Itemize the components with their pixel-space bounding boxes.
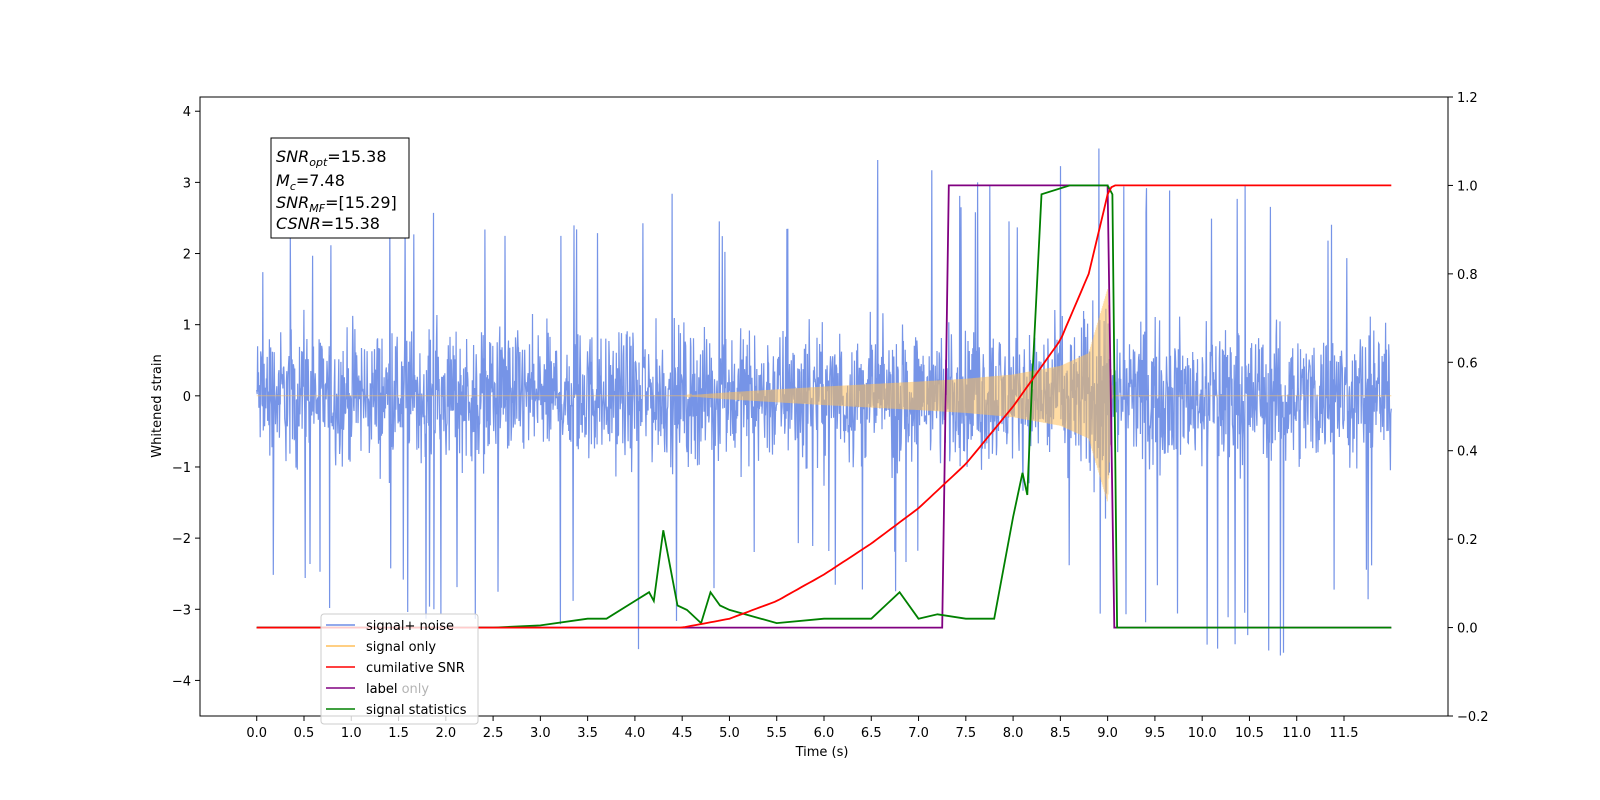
x-tick-label: 6.5 <box>861 726 882 741</box>
x-tick-label: 7.0 <box>908 726 929 741</box>
y-tick-label: −3 <box>172 603 191 618</box>
x-tick-label: 5.5 <box>766 726 787 741</box>
y-tick-label: 3 <box>183 176 191 191</box>
x-tick-label: 7.5 <box>955 726 976 741</box>
x-axis: 0.0 0.5 1.0 1.5 2.0 2.5 3.0 3.5 4.0 4.5 5.0 5.5 6.0 6… <box>246 716 1358 741</box>
y2-tick-label: 0.4 <box>1457 445 1478 460</box>
y2-tick-label: 0.8 <box>1457 268 1478 283</box>
annotation-box <box>270 137 410 239</box>
legend-entry-label: label only label <box>326 682 429 697</box>
y2-tick-label: −0.2 <box>1457 710 1489 725</box>
x-tick-label: 6.0 <box>814 726 835 741</box>
x-tick-label: 2.0 <box>435 726 456 741</box>
signal-only-line <box>256 289 1392 502</box>
legend-label: cumilative SNR <box>366 661 465 676</box>
csnr-text: CSNR=15.38 <box>276 214 380 233</box>
y-tick-label: 2 <box>183 248 191 263</box>
x-tick-label: 10.0 <box>1188 726 1217 741</box>
x-tick-label: 9.5 <box>1145 726 1166 741</box>
chirp-mass-text: Mc=7.48 <box>276 171 345 193</box>
x-axis-label: Time (s) <box>795 745 849 760</box>
plot-area <box>256 148 1392 656</box>
metrics-annotation: SNRopt=15.38 Mc=7.48 SNRMF=[15.29] CSNR=… <box>270 137 410 239</box>
x-tick-label: 1.5 <box>388 726 409 741</box>
x-tick-label: 10.5 <box>1235 726 1264 741</box>
x-tick-label: 4.5 <box>672 726 693 741</box>
signal-only-series <box>256 289 1392 502</box>
x-tick-label: 4.0 <box>625 726 646 741</box>
x-tick-label: 8.0 <box>1003 726 1024 741</box>
y-tick-label: 1 <box>183 319 191 334</box>
x-tick-label: 2.5 <box>483 726 504 741</box>
legend-box <box>320 613 479 725</box>
y-tick-label: −4 <box>172 674 191 689</box>
y-axis-right: −0.2 0.0 0.2 0.4 0.6 0.8 1.0 1.2 <box>1448 91 1489 725</box>
y2-tick-label: 1.0 <box>1457 179 1478 194</box>
x-tick-label: 11.5 <box>1330 726 1359 741</box>
y2-tick-label: 0.0 <box>1457 622 1478 637</box>
y2-tick-label: 1.2 <box>1457 91 1478 106</box>
legend: signal+ noise signal only cumilative SNR… <box>320 613 479 725</box>
x-tick-label: 3.5 <box>577 726 598 741</box>
x-tick-label: 9.0 <box>1097 726 1118 741</box>
legend-ghost-label: label only <box>366 682 429 697</box>
legend-entry-signal-statistics: signal statistics <box>326 703 467 718</box>
x-tick-label: 3.0 <box>530 726 551 741</box>
snr-mf-text: SNRMF=[15.29] <box>276 193 397 215</box>
y-tick-label: 0 <box>183 390 191 405</box>
x-tick-label: 1.0 <box>341 726 362 741</box>
y-tick-label: −1 <box>172 461 191 476</box>
y2-tick-label: 0.2 <box>1457 533 1478 548</box>
x-tick-label: 5.0 <box>719 726 740 741</box>
legend-label: label <box>366 682 397 697</box>
legend-label: signal statistics <box>366 703 467 718</box>
y2-tick-label: 0.6 <box>1457 356 1478 371</box>
x-tick-label: 0.5 <box>294 726 315 741</box>
y-tick-label: 4 <box>183 105 191 120</box>
x-tick-label: 0.0 <box>246 726 267 741</box>
y-tick-label: −2 <box>172 532 191 547</box>
x-tick-label: 8.5 <box>1050 726 1071 741</box>
signal-statistics-line <box>256 184 1392 629</box>
legend-entry-signal-only: signal only <box>326 640 436 655</box>
y-axis-left: −4 −3 −2 −1 0 1 2 3 4 <box>172 105 200 689</box>
signal-noise-line <box>256 148 1392 656</box>
snr-opt-text: SNRopt=15.38 <box>276 147 387 169</box>
y-axis-label: Whitened strain <box>150 354 165 457</box>
x-tick-label: 11.0 <box>1282 726 1311 741</box>
signal-noise-series <box>256 148 1392 656</box>
legend-label: signal+ noise <box>366 619 454 634</box>
legend-entry-cumulative-snr: cumilative SNR <box>326 661 465 676</box>
legend-entry-signal-noise: signal+ noise <box>326 619 454 634</box>
legend-label: signal only <box>366 640 436 655</box>
